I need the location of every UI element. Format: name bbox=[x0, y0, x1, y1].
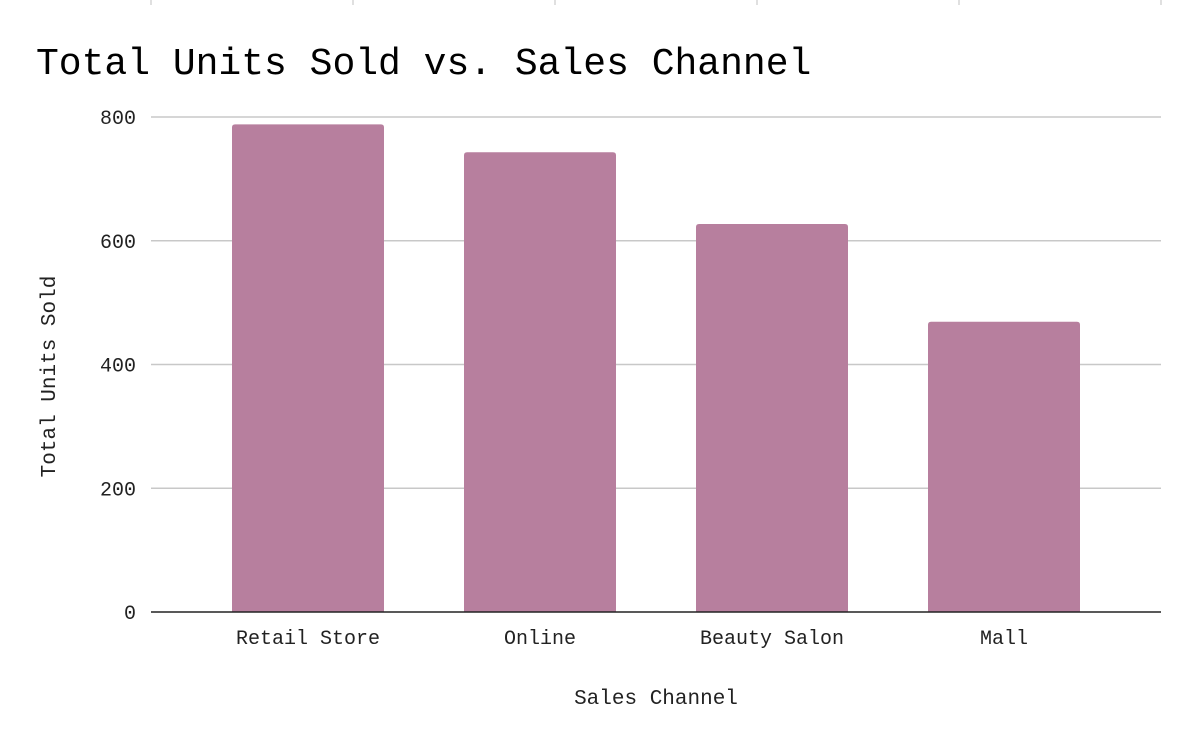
x-tick-label: Retail Store bbox=[236, 628, 380, 651]
y-tick-label: 400 bbox=[100, 356, 136, 379]
bar-online bbox=[464, 152, 616, 613]
chart-title: Total Units Sold vs. Sales Channel bbox=[36, 43, 811, 86]
x-tick-label: Mall bbox=[980, 628, 1028, 651]
x-axis-tick-labels: Retail Store Online Beauty Salon Mall bbox=[236, 628, 1028, 651]
y-tick-label: 600 bbox=[100, 232, 136, 255]
y-tick-label: 800 bbox=[100, 108, 136, 131]
bars bbox=[232, 124, 1080, 613]
y-axis-tick-labels: 0 200 400 600 800 bbox=[100, 108, 136, 626]
y-tick-label: 200 bbox=[100, 479, 136, 502]
top-tick-marks bbox=[150, 0, 1162, 5]
x-axis-title: Sales Channel bbox=[574, 688, 738, 711]
bar-retail-store bbox=[232, 124, 384, 613]
x-tick-label: Online bbox=[504, 628, 576, 651]
bar-mall bbox=[928, 321, 1080, 612]
x-tick-label: Beauty Salon bbox=[700, 628, 844, 651]
y-tick-label: 0 bbox=[124, 603, 136, 626]
y-axis-title: Total Units Sold bbox=[39, 276, 62, 478]
bar-beauty-salon bbox=[696, 224, 848, 612]
